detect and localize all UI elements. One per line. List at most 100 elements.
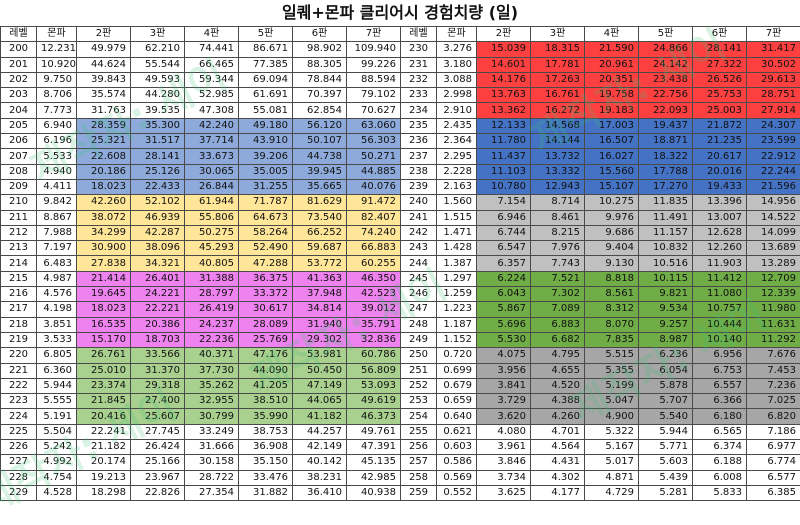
exp-cell: 49.593	[131, 72, 185, 87]
exp-cell: 26.844	[185, 179, 239, 194]
exp-cell: 69.094	[239, 72, 293, 87]
level-cell: 207	[1, 149, 37, 164]
level-cell: 220	[1, 348, 37, 363]
monpa-cell: 4.198	[37, 302, 77, 317]
exp-cell: 31.370	[131, 363, 185, 378]
column-header: 7판	[747, 27, 800, 42]
exp-cell: 28.141	[131, 149, 185, 164]
level-cell: 248	[401, 317, 437, 332]
monpa-cell: 2.910	[437, 103, 477, 118]
exp-cell: 5.199	[585, 378, 639, 393]
exp-cell: 38.231	[293, 470, 347, 485]
exp-cell: 5.322	[585, 424, 639, 439]
exp-cell: 29.613	[747, 72, 800, 87]
monpa-cell: 7.988	[37, 225, 77, 240]
exp-cell: 73.540	[293, 210, 347, 225]
exp-cell: 7.089	[531, 302, 585, 317]
exp-cell: 25.010	[77, 363, 131, 378]
exp-cell: 19.433	[693, 179, 747, 194]
exp-cell: 14.522	[747, 210, 800, 225]
exp-cell: 27.914	[747, 103, 800, 118]
exp-cell: 4.729	[585, 485, 639, 500]
exp-cell: 22.912	[747, 149, 800, 164]
exp-cell: 86.671	[239, 42, 293, 57]
exp-cell: 24.142	[639, 57, 693, 72]
exp-cell: 21.182	[77, 440, 131, 455]
exp-cell: 3.620	[477, 409, 531, 424]
exp-cell: 52.490	[239, 241, 293, 256]
monpa-cell: 0.699	[437, 363, 477, 378]
exp-cell: 8.818	[585, 271, 639, 286]
exp-cell: 33.566	[131, 348, 185, 363]
exp-cell: 60.786	[347, 348, 401, 363]
monpa-cell: 5.555	[37, 394, 77, 409]
exp-cell: 7.453	[747, 363, 800, 378]
exp-cell: 21.235	[693, 134, 747, 149]
column-header: 7판	[347, 27, 401, 42]
level-cell: 202	[1, 72, 37, 87]
exp-cell: 9.686	[585, 225, 639, 240]
exp-cell: 6.054	[639, 363, 693, 378]
level-cell: 214	[1, 256, 37, 271]
exp-cell: 8.312	[585, 302, 639, 317]
exp-cell: 45.135	[347, 455, 401, 470]
exp-cell: 5.355	[585, 363, 639, 378]
exp-cell: 6.956	[693, 348, 747, 363]
level-cell: 201	[1, 57, 37, 72]
exp-cell: 11.631	[747, 317, 800, 332]
column-header: 몬파	[37, 27, 77, 42]
exp-cell: 34.299	[77, 225, 131, 240]
level-cell: 227	[1, 455, 37, 470]
level-cell: 222	[1, 378, 37, 393]
exp-cell: 6.774	[747, 455, 800, 470]
monpa-cell: 6.196	[37, 134, 77, 149]
level-cell: 242	[401, 225, 437, 240]
exp-cell: 14.099	[747, 225, 800, 240]
exp-cell: 36.908	[239, 440, 293, 455]
exp-cell: 7.236	[747, 378, 800, 393]
level-cell: 216	[1, 287, 37, 302]
exp-cell: 24.866	[639, 42, 693, 57]
exp-cell: 8.561	[585, 287, 639, 302]
monpa-cell: 0.659	[437, 394, 477, 409]
exp-cell: 11.980	[747, 302, 800, 317]
level-cell: 209	[1, 179, 37, 194]
monpa-cell: 4.992	[37, 455, 77, 470]
exp-cell: 47.288	[239, 256, 293, 271]
exp-cell: 9.821	[639, 287, 693, 302]
exp-cell: 41.363	[293, 271, 347, 286]
monpa-cell: 2.163	[437, 179, 477, 194]
exp-cell: 21.872	[693, 118, 747, 133]
exp-cell: 40.076	[347, 179, 401, 194]
exp-cell: 109.940	[347, 42, 401, 57]
monpa-cell: 5.242	[37, 440, 77, 455]
exp-cell: 41.182	[293, 409, 347, 424]
exp-cell: 26.526	[693, 72, 747, 87]
exp-cell: 10.832	[639, 241, 693, 256]
monpa-cell: 1.223	[437, 302, 477, 317]
exp-cell: 25.607	[131, 409, 185, 424]
exp-cell: 30.799	[185, 409, 239, 424]
exp-cell: 6.820	[747, 409, 800, 424]
exp-cell: 28.089	[239, 317, 293, 332]
exp-cell: 9.257	[639, 317, 693, 332]
exp-cell: 18.023	[77, 302, 131, 317]
exp-cell: 11.437	[477, 149, 531, 164]
exp-cell: 47.149	[293, 378, 347, 393]
exp-cell: 6.946	[477, 210, 531, 225]
exp-cell: 37.948	[293, 287, 347, 302]
